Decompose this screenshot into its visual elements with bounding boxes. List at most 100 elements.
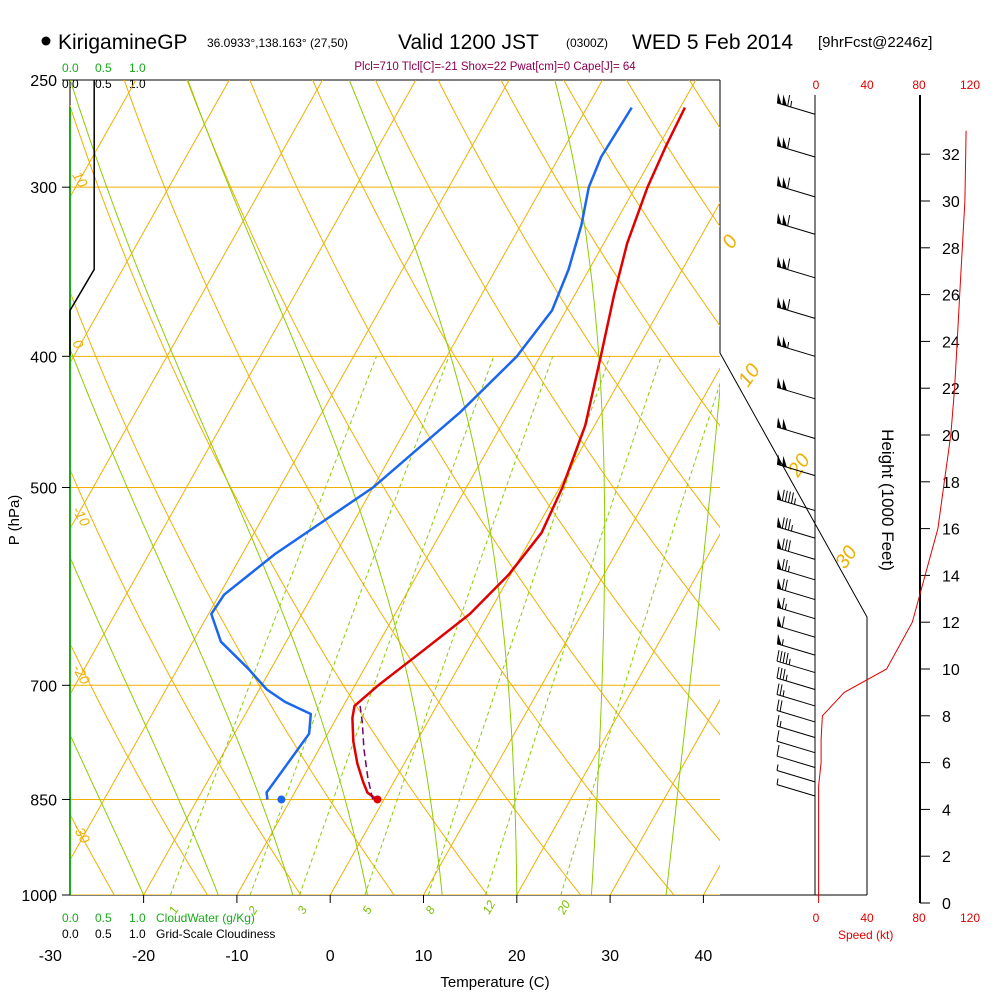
x-tick-label: -20 [132,948,155,965]
cloudiness-top-tick: 1.0 [129,77,146,91]
cw-bottom-tick: 0.0 [62,911,79,925]
cloudiness-line [69,80,95,356]
mixing-ratio-line [364,356,554,895]
isotherm-line [236,80,697,895]
adiabat-label: 20 [784,450,815,482]
speed-top-scale: 0 40 80 120 [813,78,981,92]
y-tick-label: 700 [30,678,57,695]
mixing-ratio-label: 20 [554,898,573,918]
wind-barb [776,489,816,512]
x-tick-label: -10 [225,948,248,965]
height-tick-label: 28 [942,241,960,258]
isotherm-line [70,80,510,862]
dry-adiabat-line [70,813,115,895]
sounding-profiles [210,106,687,804]
wind-barb [776,454,816,477]
cloudiness-bottom-tick: 0.0 [62,927,79,941]
dry-adiabat-line [985,56,1000,895]
speed-bottom-tick: 40 [860,911,874,925]
isotherm-label: -10 [69,504,93,530]
dry-adiabat-line [70,642,208,895]
x-tick-label: 0 [326,948,335,965]
dry-adiabat-line [123,80,582,895]
cw-top-tick: 1.0 [129,61,146,75]
forecast-info: [9hrFcst@2246z] [818,34,932,51]
cw-top-tick: 0.5 [95,61,112,75]
dry-adiabat-line [249,80,720,842]
wind-barb [776,212,816,235]
isotherm-label: 10 [69,169,91,191]
height-tick-label: 18 [942,475,960,492]
wind-barb [776,175,816,198]
valid-time: Valid 1200 JST [398,31,539,54]
adiabat-label: 0 [718,231,742,253]
cloudiness-top-tick: 0.0 [62,77,79,91]
wind-barb [776,92,816,115]
height-tick-label: 6 [942,756,951,773]
wind-barb [776,334,816,357]
wind-barb [776,683,816,707]
wind-speed-line [818,130,967,903]
wind-barb [776,135,816,158]
height-tick-label: 30 [942,194,960,211]
y-tick-label: 250 [30,73,57,90]
height-tick-label: 32 [942,147,960,164]
mixing-ratio-line [169,356,377,895]
speed-top-tick: 120 [960,78,980,92]
surface-dewpoint-marker [277,795,286,804]
dry-adiabat-line [737,56,1000,895]
dry-adiabat-line [70,290,395,895]
moist-adiabat-line [554,80,606,895]
height-tick-label: 0 [942,896,951,913]
mixing-ratio-line [485,356,662,895]
y-tick-label: 400 [30,349,57,366]
height-tick-label: 10 [942,662,960,679]
wind-barb [776,744,816,768]
wind-barb [776,778,816,797]
mixing-ratio-label: 12 [479,898,498,917]
isotherm-line [516,533,720,895]
valid-date: WED 5 Feb 2014 [632,31,793,54]
mixing-ratio-label: 5 [360,903,376,916]
speed-bottom-tick: 0 [813,911,820,925]
wind-barb [776,715,816,738]
cloud-water-top-scale: 0.0 0.5 1.0 0.0 0.5 1.0 [62,61,146,91]
station-name: KirigamineGP [58,31,188,54]
isotherm-line [797,80,1000,895]
x-tick-label: 10 [415,948,433,965]
dry-adiabat-line [0,56,21,895]
isotherm-line [423,367,720,895]
speed-label: Speed (kt) [838,928,893,942]
cloud-profiles [69,80,95,895]
wind-barb [776,597,816,620]
x-tick-label: 40 [695,948,713,965]
dry-adiabat-line [500,80,720,427]
wind-barb [776,417,816,439]
height-tick-label: 14 [942,568,960,585]
station-marker-icon [41,36,51,46]
wind-barb [776,667,816,690]
bottom-scales: 0.0 0.5 1.0 CloudWater (g/Kg) 0.0 0.5 1.… [62,911,980,942]
parcel-path-line [359,705,374,800]
dry-adiabat-line [186,80,675,895]
isotherm-label: 0 [69,337,87,352]
speed-top-tick: 40 [860,78,874,92]
wind-panel [776,92,816,895]
cloudiness-label: Grid-Scale Cloudiness [156,927,275,941]
dry-adiabat-line [563,80,720,327]
x-tick-label: 20 [508,948,526,965]
cw-bottom-tick: 0.5 [95,911,112,925]
moist-adiabat-line [70,733,145,895]
y-tick-label: 300 [30,180,57,197]
speed-top-tick: 0 [813,78,820,92]
adiabat-label: 30 [831,542,862,573]
stability-indices: Plcl=710 Tlcl[C]=-21 Shox=22 Pwat[cm]=0 … [354,61,636,73]
surface-temperature-marker [373,795,382,804]
dry-adiabat-line [70,104,488,895]
wind-barb [776,764,816,783]
cloudiness-bottom-tick: 1.0 [129,927,146,941]
speed-bottom-tick: 80 [912,911,926,925]
cloud-water-label: CloudWater (g/Kg) [156,911,255,925]
